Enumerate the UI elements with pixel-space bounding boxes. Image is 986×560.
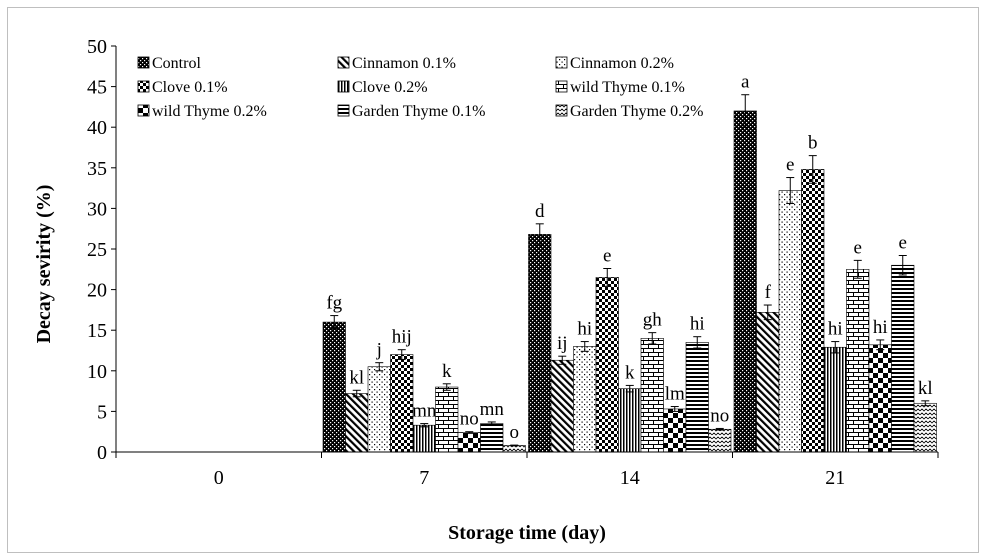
- bar-significance-label: hi: [828, 319, 843, 340]
- bar: [846, 268, 870, 453]
- legend-swatch: [555, 104, 568, 117]
- bar: [502, 445, 526, 453]
- bar: [367, 366, 391, 453]
- legend-label: Clove 0.1%: [152, 79, 228, 96]
- bar: [756, 312, 780, 453]
- axes: 0 5 10 15 20 25 30 35 40 45 50 0 7 14 21: [87, 36, 939, 489]
- legend-label: Garden Thyme 0.2%: [570, 103, 703, 120]
- y-tick-label: 35: [87, 158, 107, 180]
- bar: [412, 424, 436, 453]
- legend-swatch: [337, 80, 350, 93]
- bar-significance-label: hi: [873, 317, 888, 338]
- bar: [823, 346, 847, 453]
- bar-significance-label: gh: [643, 310, 663, 331]
- bar: [640, 338, 664, 453]
- bar-significance-label: d: [535, 201, 545, 222]
- bar: [573, 346, 597, 453]
- bar: [778, 190, 802, 453]
- bar-significance-label: k: [625, 362, 635, 383]
- bar: [618, 388, 642, 453]
- bar: [528, 234, 552, 453]
- bar-significance-label: fg: [326, 293, 342, 314]
- y-tick-label: 5: [97, 401, 107, 423]
- y-axis-title: Decay sevirity (%): [33, 185, 55, 344]
- legend-label: Cinnamon 0.1%: [352, 55, 456, 72]
- y-tick-label: 10: [87, 361, 107, 383]
- bar-significance-label: k: [442, 361, 452, 382]
- y-tick-label: 50: [87, 36, 107, 58]
- legend-swatch: [137, 104, 150, 117]
- bar-significance-label: e: [786, 155, 794, 176]
- bar-significance-label: no: [460, 409, 479, 430]
- bar-significance-label: hi: [690, 314, 705, 335]
- bar-significance-label: j: [376, 340, 382, 361]
- y-tick-label: 40: [87, 117, 107, 139]
- bar: [663, 408, 687, 453]
- bar: [322, 321, 346, 453]
- bar-significance-label: a: [741, 72, 750, 93]
- y-tick-label: 15: [87, 320, 107, 342]
- bar: [390, 354, 414, 453]
- bar: [457, 432, 481, 453]
- x-tick-label: 14: [620, 467, 640, 489]
- x-tick-label: 0: [214, 467, 224, 489]
- legend-label: Clove 0.2%: [352, 79, 428, 96]
- legend-swatch: [137, 80, 150, 93]
- bar: [685, 342, 709, 453]
- bar-significance-label: o: [510, 422, 520, 443]
- y-tick-label: 20: [87, 280, 107, 302]
- bar: [868, 344, 892, 453]
- legend-swatch: [555, 80, 568, 93]
- x-axis-title: Storage time (day): [448, 522, 606, 544]
- x-tick-label: 7: [419, 467, 429, 489]
- chart-frame: Control Cinnamon 0.1% Cinnamon 0.2% Clove 0…: [7, 7, 979, 553]
- legend-label: Control: [152, 55, 201, 72]
- y-tick-label: 45: [87, 77, 107, 99]
- bar: [891, 264, 915, 453]
- bar: [801, 169, 825, 453]
- legend-label: Garden Thyme 0.1%: [352, 103, 485, 120]
- bar-significance-label: f: [765, 282, 772, 303]
- legend-label: Cinnamon 0.2%: [570, 55, 674, 72]
- bar-significance-label: b: [808, 133, 818, 154]
- bar-significance-label: mn: [412, 401, 437, 422]
- bar-significance-label: kl: [349, 367, 364, 388]
- bar: [708, 428, 732, 453]
- bar: [550, 359, 574, 453]
- legend-swatch: [337, 56, 350, 69]
- bar-significance-label: kl: [918, 378, 933, 399]
- bars: fgdaklijfjhiehijebmnkhikghenolmhimnhieon…: [322, 72, 937, 453]
- bar: [733, 110, 757, 453]
- bar-significance-label: hi: [577, 319, 592, 340]
- bar: [480, 423, 504, 453]
- legend: Control Cinnamon 0.1% Cinnamon 0.2% Clove 0…: [137, 55, 703, 120]
- y-tick-label: 0: [97, 442, 107, 464]
- bar: [595, 277, 619, 453]
- bar-significance-label: lm: [665, 384, 685, 405]
- y-tick-label: 30: [87, 198, 107, 220]
- bar-significance-label: e: [603, 245, 611, 266]
- bar-significance-label: ij: [557, 333, 568, 354]
- bar-significance-label: e: [899, 232, 907, 253]
- bar-significance-label: no: [710, 405, 729, 426]
- bar: [435, 386, 459, 453]
- bar-significance-label: hij: [392, 327, 412, 348]
- bar-significance-label: mn: [480, 399, 505, 420]
- legend-label: wild Thyme 0.2%: [152, 103, 267, 120]
- x-tick-label: 21: [825, 467, 845, 489]
- legend-swatch: [555, 56, 568, 69]
- bar: [913, 402, 937, 453]
- legend-swatch: [337, 104, 350, 117]
- y-tick-label: 25: [87, 239, 107, 261]
- legend-swatch: [137, 56, 150, 69]
- chart-svg: Control Cinnamon 0.1% Cinnamon 0.2% Clove 0…: [33, 36, 939, 544]
- bar-significance-label: e: [854, 237, 862, 258]
- legend-label: wild Thyme 0.1%: [570, 79, 685, 96]
- bar: [345, 393, 369, 453]
